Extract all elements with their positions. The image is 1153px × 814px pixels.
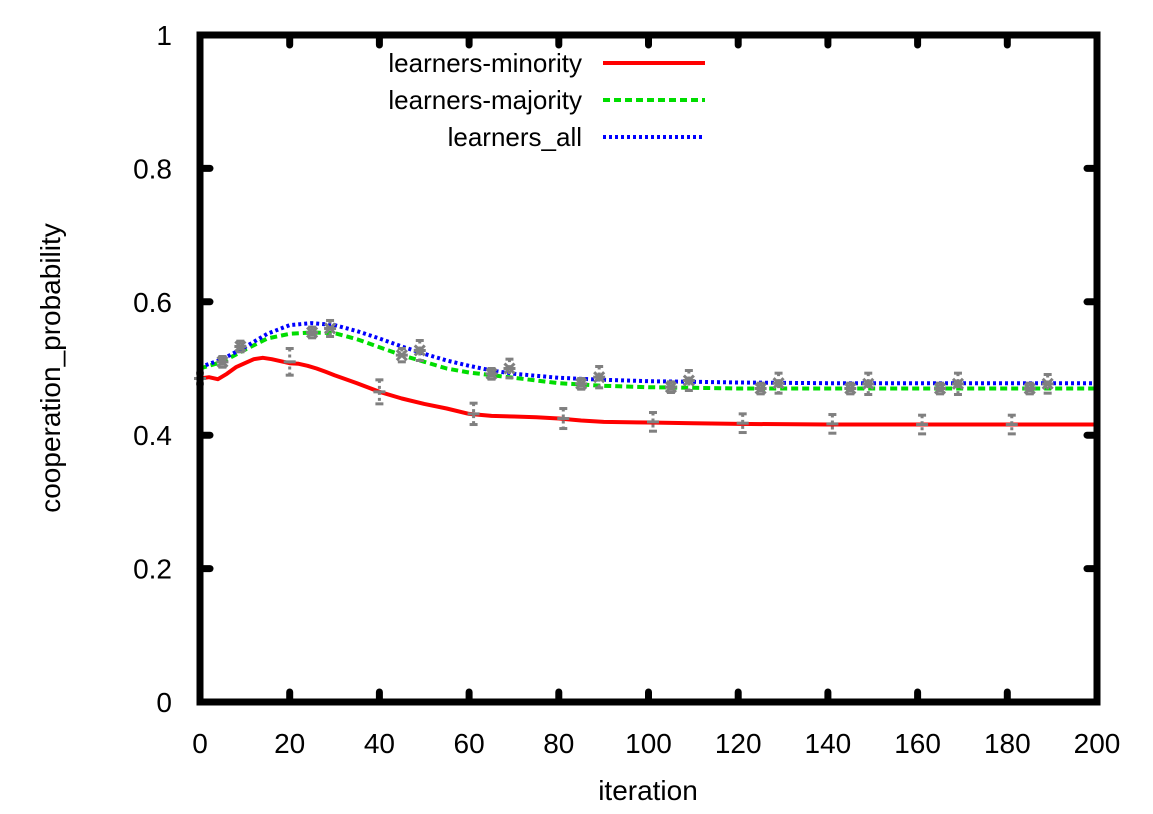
legend-label: learners-majority — [388, 85, 582, 115]
x-tick-label: 140 — [805, 728, 852, 759]
errorbar-learners-majority — [575, 377, 588, 391]
errorbar-learners-majority — [306, 325, 319, 340]
legend-item-learners-all: learners_all — [448, 122, 705, 152]
errorbar-learners-majority — [844, 381, 857, 396]
errorbar-learners-majority — [754, 381, 767, 396]
x-tick-label: 80 — [543, 728, 574, 759]
legend-label: learners_all — [448, 122, 582, 152]
x-axis-title: iteration — [598, 775, 698, 806]
x-tick-label: 120 — [715, 728, 762, 759]
legend-item-learners-majority: learners-majority — [388, 85, 705, 115]
errorbar-learners-minority — [373, 378, 386, 406]
x-tick-label: 100 — [625, 728, 672, 759]
y-tick-label: 1 — [156, 20, 172, 51]
errorbar-learners-minority — [557, 407, 570, 431]
errorbar-learners-minority — [646, 411, 659, 433]
errorbar-learners-majority — [395, 346, 408, 364]
errorbar-learners-majority — [234, 339, 247, 354]
errorbar-learners-majority — [772, 371, 785, 395]
y-tick-label: 0 — [156, 687, 172, 718]
errorbar-learners-majority — [413, 338, 426, 362]
errorbar-learners-minority — [916, 413, 929, 436]
plot-frame — [196, 31, 1101, 706]
errorbar-learners-minority — [467, 401, 480, 427]
errorbar-learners-majority — [1041, 373, 1054, 395]
errorbar-learners-majority — [862, 371, 875, 397]
errorbar-learners-minority — [1005, 413, 1018, 436]
series-line-learners-majority — [199, 330, 1097, 391]
y-tick-label: 0.2 — [133, 554, 172, 585]
x-tick-label: 40 — [364, 728, 395, 759]
y-tick-label: 0.4 — [133, 420, 172, 451]
x-tick-label: 160 — [894, 728, 941, 759]
x-tick-label: 20 — [274, 728, 305, 759]
errorbar-learners-majority — [682, 369, 695, 393]
errorbar-learners-majority — [933, 381, 947, 396]
y-tick-label: 0.6 — [133, 287, 172, 318]
errorbar-learners-majority — [951, 371, 965, 397]
y-axis-title: cooperation_probability — [35, 223, 66, 513]
x-tick-label: 60 — [454, 728, 485, 759]
x-tick-label: 0 — [192, 728, 208, 759]
x-tick-label: 200 — [1074, 728, 1121, 759]
errorbar-learners-minority — [736, 412, 749, 435]
y-tick-label: 0.8 — [133, 153, 172, 184]
x-tick-label: 180 — [984, 728, 1031, 759]
legend-item-learners-minority: learners-minority — [388, 48, 705, 78]
legend-label: learners-minority — [388, 48, 582, 78]
errorbar-learners-minority — [283, 346, 296, 377]
errorbar-learners-majority — [503, 357, 516, 380]
errorbar-learners-majority — [485, 367, 498, 381]
errorbar-learners-majority — [1023, 381, 1036, 396]
errorbar-learners-majority — [216, 354, 229, 369]
ticks-layer: 0 20 40 60 80 100 120 140 160 180 200 0 0.2 0.4 0.6 0.8… — [133, 20, 1120, 759]
series-line-learners-minority — [199, 355, 1097, 427]
errorbar-learners-majority — [593, 364, 606, 390]
errorbar-learners-majority — [664, 380, 677, 395]
errorbar-learners-majority — [324, 318, 337, 338]
errorbar-learners-minority — [826, 413, 839, 435]
series-line-learners-all — [199, 321, 1097, 386]
marks-layer — [194, 318, 1097, 436]
legend: learners-minority learners-majority learne… — [388, 48, 705, 152]
